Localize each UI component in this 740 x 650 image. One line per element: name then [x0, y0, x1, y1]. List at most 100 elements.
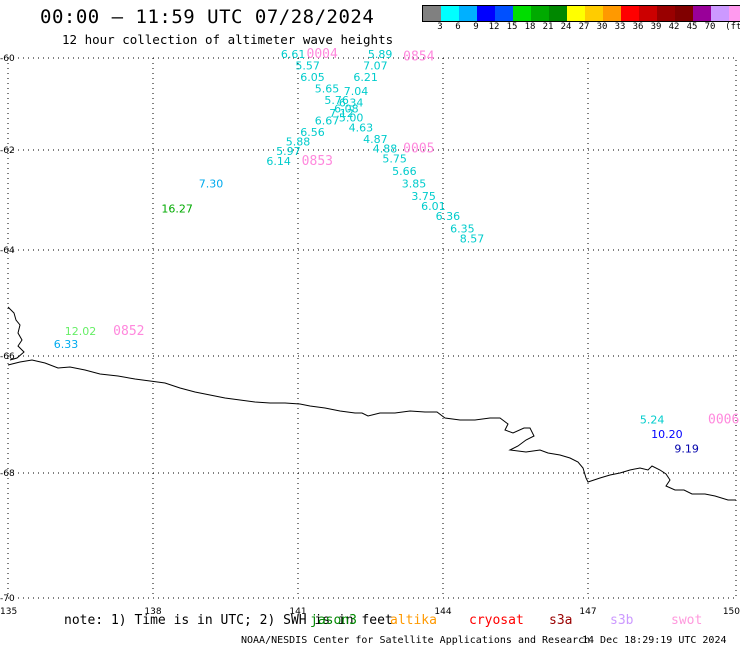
- satellite-name: s3a: [549, 613, 573, 628]
- legend-swatch: [729, 6, 740, 21]
- wave-height-label: 7.04: [344, 85, 369, 98]
- wave-height-label: 7.30: [199, 178, 224, 191]
- wave-height-label: 6.08: [334, 102, 359, 115]
- wave-height-label: 5.88: [286, 135, 311, 148]
- legend-swatch: [495, 6, 513, 21]
- footer-note: note: 1) Time is in UTC; 2) SWH is in fe…: [64, 613, 393, 628]
- wave-height-observations: 6.615.576.055.655.766.346.087.125.006.67…: [54, 48, 699, 456]
- legend-label: 33: [614, 22, 626, 32]
- wave-height-label: 6.36: [436, 210, 461, 223]
- wave-height-label: 5.76: [324, 94, 349, 107]
- wave-height-label: 5.66: [392, 165, 417, 178]
- chart-subtitle: 12 hour collection of altimeter wave hei…: [62, 32, 394, 47]
- wave-height-label: 5.24: [640, 413, 665, 426]
- lat-tick-label: -62: [0, 146, 15, 156]
- pass-time-label: 0006: [708, 412, 739, 427]
- legend-label: 45: [686, 22, 698, 32]
- satellite-name: swot: [671, 613, 703, 628]
- legend-swatch: [531, 6, 549, 21]
- satellite-name: s3b: [610, 613, 634, 628]
- lon-tick-label: 141: [289, 607, 306, 617]
- legend-swatch: [621, 6, 639, 21]
- legend-swatch: [711, 6, 729, 21]
- wave-height-label: 9.19: [674, 443, 699, 456]
- pass-time-label: 0852: [113, 324, 144, 339]
- pass-time-label: 0005: [403, 142, 434, 157]
- map-border: [7, 57, 737, 599]
- wave-height-label: 5.57: [295, 60, 320, 73]
- lat-tick-label: -68: [0, 469, 15, 479]
- wave-height-label: 5.97: [276, 145, 301, 158]
- satellite-name: jason3: [310, 613, 357, 628]
- legend-label: 24: [560, 22, 572, 32]
- axis-tick-labels: 135 138 141 144 147 150 -60 -62 -64 -66 -68 -70: [0, 54, 740, 617]
- legend-swatch: [675, 6, 693, 21]
- legend-swatch: [603, 6, 621, 21]
- wave-height-label: 6.01: [421, 200, 446, 213]
- wave-height-label: 12.02: [65, 325, 97, 338]
- lat-tick-label: -70: [0, 594, 15, 604]
- chart-title: 00:00 – 11:59 UTC 07/28/2024: [40, 6, 375, 28]
- wave-height-label: 4.88: [373, 143, 398, 156]
- wave-height-label: 6.21: [353, 71, 378, 84]
- pass-time-label: 0854: [403, 49, 434, 64]
- lon-tick-label: 135: [0, 607, 17, 617]
- pass-time-label: 0004: [307, 47, 338, 62]
- wave-height-label: 10.20: [651, 428, 683, 441]
- lat-lon-grid: [8, 58, 736, 598]
- legend-label: 18: [524, 22, 536, 32]
- wave-height-label: 6.33: [54, 338, 79, 351]
- wave-height-label: 5.65: [315, 83, 340, 96]
- legend-label: 42: [668, 22, 680, 32]
- legend-label: 36: [632, 22, 644, 32]
- legend-swatch: [549, 6, 567, 21]
- legend-label: 9: [473, 22, 479, 32]
- coastline-segment: [7, 306, 25, 361]
- legend-swatch: [567, 6, 585, 21]
- wave-height-label: 8.57: [460, 233, 485, 246]
- lon-tick-label: 144: [434, 607, 451, 617]
- legend-label: (ft): [725, 22, 740, 32]
- lat-tick-label: -66: [0, 352, 15, 362]
- lon-tick-label: 138: [144, 607, 161, 617]
- legend-swatch: [513, 6, 531, 21]
- wave-height-label: 4.87: [363, 133, 388, 146]
- wave-height-label: 3.85: [402, 178, 427, 191]
- pass-time-labels: 0004 0854 0853 0005 0852 0006: [113, 47, 739, 427]
- legend-swatch: [657, 6, 675, 21]
- wave-height-label: 6.67: [315, 115, 340, 128]
- legend-label: 27: [578, 22, 590, 32]
- coastline-segment: [7, 359, 736, 501]
- wave-height-label: 7.07: [363, 60, 388, 73]
- legend-swatch: [459, 6, 477, 21]
- antarctic-coastline: [7, 306, 736, 501]
- lon-tick-label: 147: [579, 607, 596, 617]
- credit-line: NOAA/NESDIS Center for Satellite Applica…: [241, 635, 591, 646]
- satellite-name: altika: [390, 613, 437, 628]
- legend-label: 39: [650, 22, 662, 32]
- wave-height-label: 6.56: [300, 126, 325, 139]
- generated-timestamp: 14 Dec 18:29:19 UTC 2024: [582, 635, 727, 646]
- wave-height-label: 7.12: [329, 107, 354, 120]
- legend-label: 6: [455, 22, 461, 32]
- legend-swatch: [477, 6, 495, 21]
- lat-tick-label: -60: [0, 54, 15, 64]
- pass-time-label: 0853: [302, 154, 333, 169]
- legend-label: 3: [437, 22, 443, 32]
- legend-label: 21: [542, 22, 554, 32]
- legend-label: 30: [596, 22, 608, 32]
- legend-swatch: [423, 6, 441, 21]
- legend-swatch: [585, 6, 603, 21]
- map-frame: [7, 57, 737, 599]
- lat-tick-label: -64: [0, 246, 15, 256]
- wave-height-label: 4.63: [349, 122, 374, 135]
- legend-label: 12: [488, 22, 500, 32]
- wave-height-label: 6.35: [450, 223, 475, 236]
- wave-height-label: 6.34: [339, 96, 364, 109]
- wave-height-label: 5.75: [382, 153, 407, 166]
- legend-swatch: [639, 6, 657, 21]
- wave-height-label: 5.00: [339, 111, 364, 124]
- legend-label: 15: [506, 22, 518, 32]
- legend-label: 70: [704, 22, 716, 32]
